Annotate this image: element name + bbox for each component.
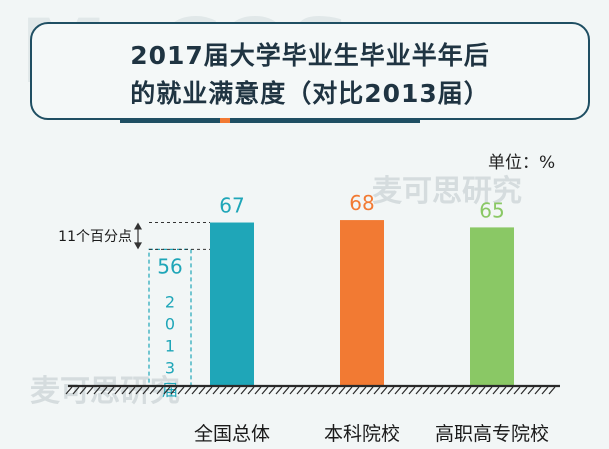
category-label-1: 全国总体 [194, 423, 270, 445]
bar-1 [210, 222, 254, 386]
bar-value-label-1: 67 [219, 194, 244, 218]
title-accent-orange [220, 118, 230, 123]
bar-value-label-2: 68 [349, 191, 374, 215]
title-accent-dark-2 [230, 118, 420, 123]
title-line-1: 2017届大学毕业生毕业半年后 [130, 41, 490, 70]
comparison-label-char-2: 0 [165, 314, 175, 333]
category-label-2: 本科院校 [324, 423, 400, 445]
category-label-3: 高职高专院校 [435, 423, 549, 445]
bar-2 [340, 220, 384, 386]
bar-3 [470, 227, 514, 386]
comparison-value-label: 56 [157, 254, 182, 278]
title-line-2: 的就业满意度（对比2013届） [130, 79, 490, 108]
watermark-text-2: 麦可思研究 [30, 374, 180, 409]
difference-label: 11个百分点 [58, 229, 132, 245]
comparison-label-char-5: 届 [162, 380, 178, 399]
ground-hatching [65, 386, 556, 395]
title-accent-dark [120, 118, 220, 123]
bar-value-label-3: 65 [479, 198, 504, 222]
difference-arrow-up [134, 222, 142, 230]
comparison-label-char-3: 1 [165, 336, 175, 355]
unit-label: 单位：% [488, 153, 556, 173]
watermark-text-1: 麦可思研究 [372, 174, 522, 209]
comparison-label-char-4: 3 [165, 358, 175, 377]
difference-arrow-down [134, 242, 142, 250]
title-box: 2017届大学毕业生毕业半年后 的就业满意度（对比2013届） [30, 22, 590, 120]
comparison-label-char-1: 2 [165, 292, 175, 311]
